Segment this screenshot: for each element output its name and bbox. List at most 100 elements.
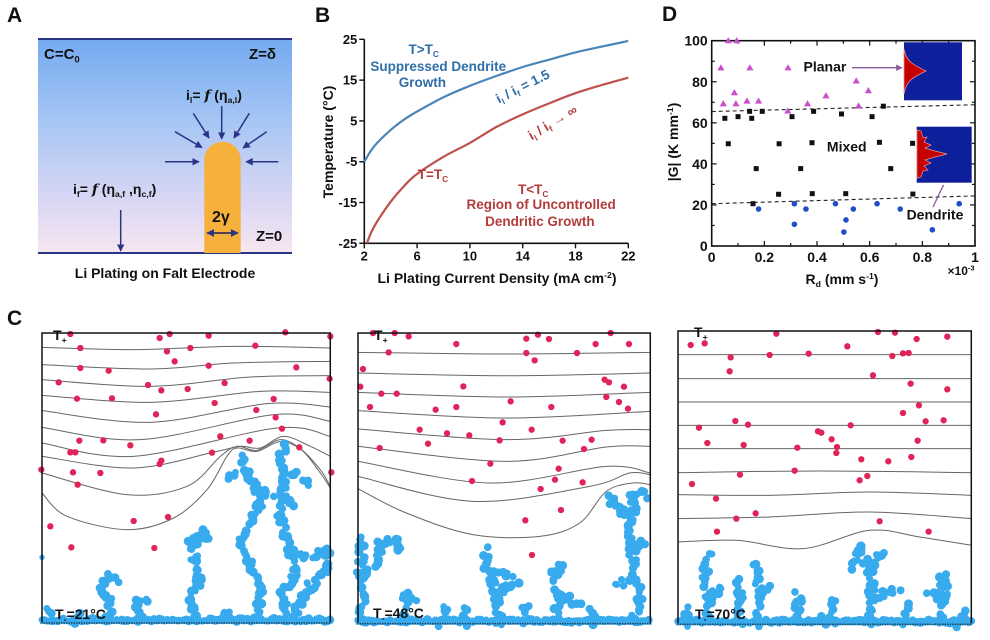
dendrite-particle [904, 599, 914, 609]
isotherm-line [678, 511, 972, 519]
dendrite-particle [279, 439, 289, 449]
planar-point [855, 102, 863, 109]
lithium-ion [834, 443, 841, 450]
chart-b-annotation: Dendritic Growth [485, 213, 595, 229]
dendrite-particle [612, 580, 620, 588]
dendrite-particle [248, 567, 258, 577]
dendrite-point [874, 200, 880, 207]
cathode-temperature-label: T-=70°C [695, 606, 746, 625]
lithium-ion [126, 442, 134, 449]
dendrite-particle [238, 451, 246, 460]
y-tick-label: 20 [692, 197, 708, 213]
mixed-point [759, 108, 765, 114]
mixed-point [735, 114, 741, 120]
lithium-ion [327, 469, 335, 476]
dendrite-point [755, 206, 762, 212]
isotherm-line [41, 402, 331, 424]
mixed-point [750, 201, 756, 207]
dendrite-particle [192, 534, 201, 543]
lithium-ion [144, 382, 151, 389]
lithium-ion [940, 416, 948, 424]
lithium-ion [592, 341, 600, 348]
isotherm-line [358, 445, 651, 463]
planar-point [852, 77, 860, 84]
mixed-point [776, 141, 782, 147]
mixed-point [725, 141, 731, 147]
dendrite-particle [643, 494, 652, 503]
dendrite-particle [935, 572, 945, 582]
mixed-point [880, 103, 886, 109]
lithium-ion [603, 394, 610, 401]
chart-d-region-label: Mixed [826, 138, 867, 155]
dendrite-particle [509, 573, 517, 581]
dendrite-point [791, 200, 798, 207]
lithium-ion [393, 390, 401, 398]
lithium-ion [900, 409, 907, 416]
x-tick-label: 0.6 [860, 249, 880, 265]
y-tick-label: 100 [684, 33, 708, 49]
dendrite-particle [872, 586, 879, 594]
dendrite-particle [484, 543, 492, 552]
cathode-temperature-label: T-=21°C [55, 606, 106, 625]
lithium-ion [905, 349, 913, 356]
lithium-ion [714, 528, 721, 535]
dendrite-particle [360, 556, 368, 564]
y-tick-label: -25 [339, 236, 358, 251]
chart-b-annotation: T=TC [417, 167, 449, 184]
dendrite-particle [291, 564, 300, 572]
chart-b-annotation: Region of Uncontrolled [466, 196, 616, 212]
lithium-ion [55, 379, 62, 386]
dendrite-particle [852, 549, 860, 557]
lithium-ion [944, 333, 951, 340]
lithium-ion [66, 449, 74, 456]
lithium-ion [696, 424, 703, 431]
dendrite-particle [413, 597, 421, 605]
dendrite-particle [220, 609, 228, 617]
isotherm-line [358, 372, 651, 377]
dendrite-point [832, 200, 839, 207]
lithium-ion [460, 383, 467, 390]
lithium-ion [523, 335, 530, 343]
dendrite-particle [393, 546, 401, 554]
lithium-ion [559, 437, 567, 445]
dendrite-particle [277, 457, 286, 465]
dendrite-particle [796, 593, 806, 603]
dendrite-particle [625, 575, 635, 586]
dendrite-particle [708, 550, 716, 558]
y-tick-label: -5 [346, 154, 358, 169]
dendrite-point [929, 226, 936, 233]
panel-label-b: B [315, 4, 331, 27]
dendrite-particle [43, 605, 51, 613]
planar-point [733, 37, 741, 44]
dendrite-particle [282, 484, 290, 492]
dendrite-particle [187, 587, 196, 596]
chart-d-region-label: Dendrite [906, 206, 964, 223]
dendrite-particle [558, 561, 568, 571]
lithium-ion [272, 414, 279, 421]
isotherm-line [358, 428, 651, 441]
lithium-ion [453, 404, 460, 411]
dendrite-particle [870, 578, 880, 588]
dendrite-pointer-line [932, 184, 945, 208]
dendrite-point [841, 229, 847, 235]
dendrite-particle [791, 587, 799, 596]
mixed-point [811, 108, 817, 114]
lithium-ion [75, 437, 83, 445]
dendrite-particle [269, 492, 278, 501]
lithium-ion [292, 364, 300, 371]
isotherm-line [358, 410, 651, 419]
lithium-ion [152, 411, 159, 418]
dendrite-particle [303, 579, 311, 587]
dendrite-particle [619, 582, 628, 590]
tip-width-label: 2γ [212, 209, 230, 226]
lithium-ion [907, 380, 915, 387]
mixed-point [910, 140, 916, 146]
panel-a-caption: Li Plating on Falt Electrode [74, 265, 256, 281]
lithium-ion [621, 383, 628, 391]
lithium-ion [130, 518, 137, 525]
dendrite-particle [850, 557, 859, 566]
planar-point [717, 64, 725, 71]
lithium-ion [818, 429, 825, 436]
lithium-ion [740, 441, 748, 448]
lithium-ion [579, 479, 587, 486]
